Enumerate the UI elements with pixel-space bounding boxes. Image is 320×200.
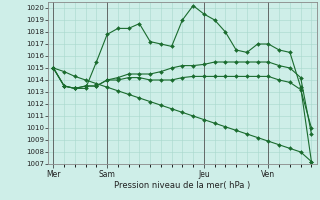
X-axis label: Pression niveau de la mer( hPa ): Pression niveau de la mer( hPa ) (114, 181, 251, 190)
